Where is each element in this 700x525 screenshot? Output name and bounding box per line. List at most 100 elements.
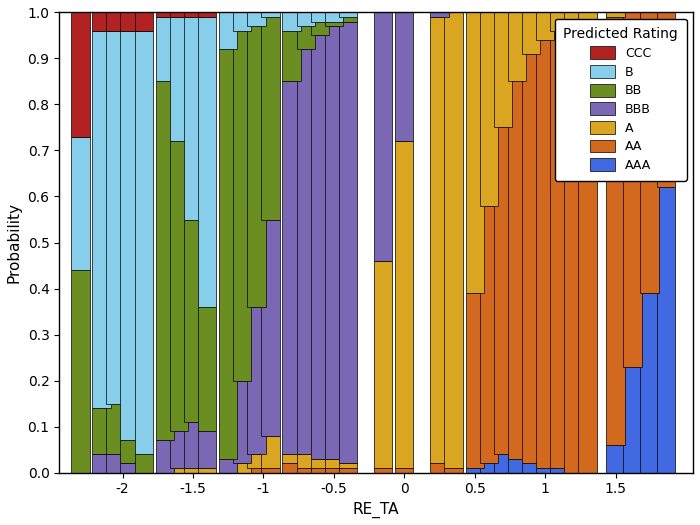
Bar [261,17,280,219]
Bar [374,261,392,468]
Bar [536,40,554,468]
Bar [536,13,554,40]
Bar [395,141,414,468]
Bar [606,13,624,17]
Bar [106,404,125,454]
Bar [508,459,526,473]
Bar [247,26,265,307]
Bar [170,13,188,17]
Bar [170,431,188,468]
Bar [550,13,568,31]
Bar [106,13,125,31]
Bar [247,13,265,26]
Bar [92,13,111,31]
Bar [578,13,596,22]
Bar [325,468,343,473]
Bar [247,307,265,454]
Bar [233,464,251,472]
Bar [261,436,280,468]
Bar [444,468,463,473]
Bar [297,26,315,49]
Bar [466,293,484,468]
Bar [430,13,449,17]
Bar [536,468,554,473]
Bar [247,468,265,473]
Bar [444,13,463,468]
Bar [606,17,624,445]
Bar [494,13,512,128]
Bar [311,36,329,459]
Bar [395,13,414,141]
Bar [395,468,414,473]
Bar [374,468,392,473]
Bar [508,13,526,81]
Bar [339,468,357,473]
Bar [311,468,329,473]
Bar [522,464,540,472]
Bar [311,13,329,22]
Bar [233,31,251,381]
Bar [184,422,202,468]
Bar [297,13,315,26]
Bar [550,31,568,468]
Bar [339,22,357,464]
Bar [578,22,596,472]
Bar [522,13,540,54]
Bar [657,13,676,187]
Bar [120,440,139,464]
Bar [92,454,111,472]
Bar [339,464,357,468]
Bar [466,468,484,473]
Bar [339,13,357,17]
Bar [219,13,237,49]
Bar [198,17,216,307]
Bar [71,13,90,136]
Bar [522,54,540,464]
Bar [657,187,676,472]
Bar [134,454,153,472]
Bar [155,81,174,440]
Bar [311,459,329,468]
Bar [155,440,174,472]
Bar [170,17,188,141]
Bar [71,136,90,270]
Bar [170,468,188,473]
Bar [233,381,251,464]
Bar [184,219,202,422]
Bar [261,468,280,473]
Bar [120,464,139,472]
Bar [494,128,512,454]
Bar [106,31,125,404]
Bar [92,31,111,408]
Legend: CCC, B, BB, BBB, A, AA, AAA: CCC, B, BB, BBB, A, AA, AAA [554,19,687,181]
Bar [170,141,188,431]
Bar [219,49,237,459]
Bar [430,464,449,472]
Bar [261,13,280,17]
Bar [198,13,216,17]
Bar [640,293,659,472]
Bar [219,459,237,473]
Bar [430,17,449,464]
Bar [606,445,624,472]
Bar [184,468,202,473]
Bar [134,13,153,31]
Bar [198,468,216,473]
Bar [233,13,251,31]
Bar [640,13,659,293]
Bar [283,31,301,81]
Bar [71,270,90,472]
Bar [120,13,139,31]
Bar [155,17,174,81]
Bar [155,13,174,17]
Bar [564,26,582,472]
Bar [184,13,202,17]
Bar [247,454,265,468]
Bar [550,468,568,473]
Bar [374,13,392,261]
Bar [311,22,329,36]
Bar [283,464,301,472]
Bar [508,81,526,459]
Y-axis label: Probability: Probability [7,202,22,283]
Bar [297,468,315,473]
